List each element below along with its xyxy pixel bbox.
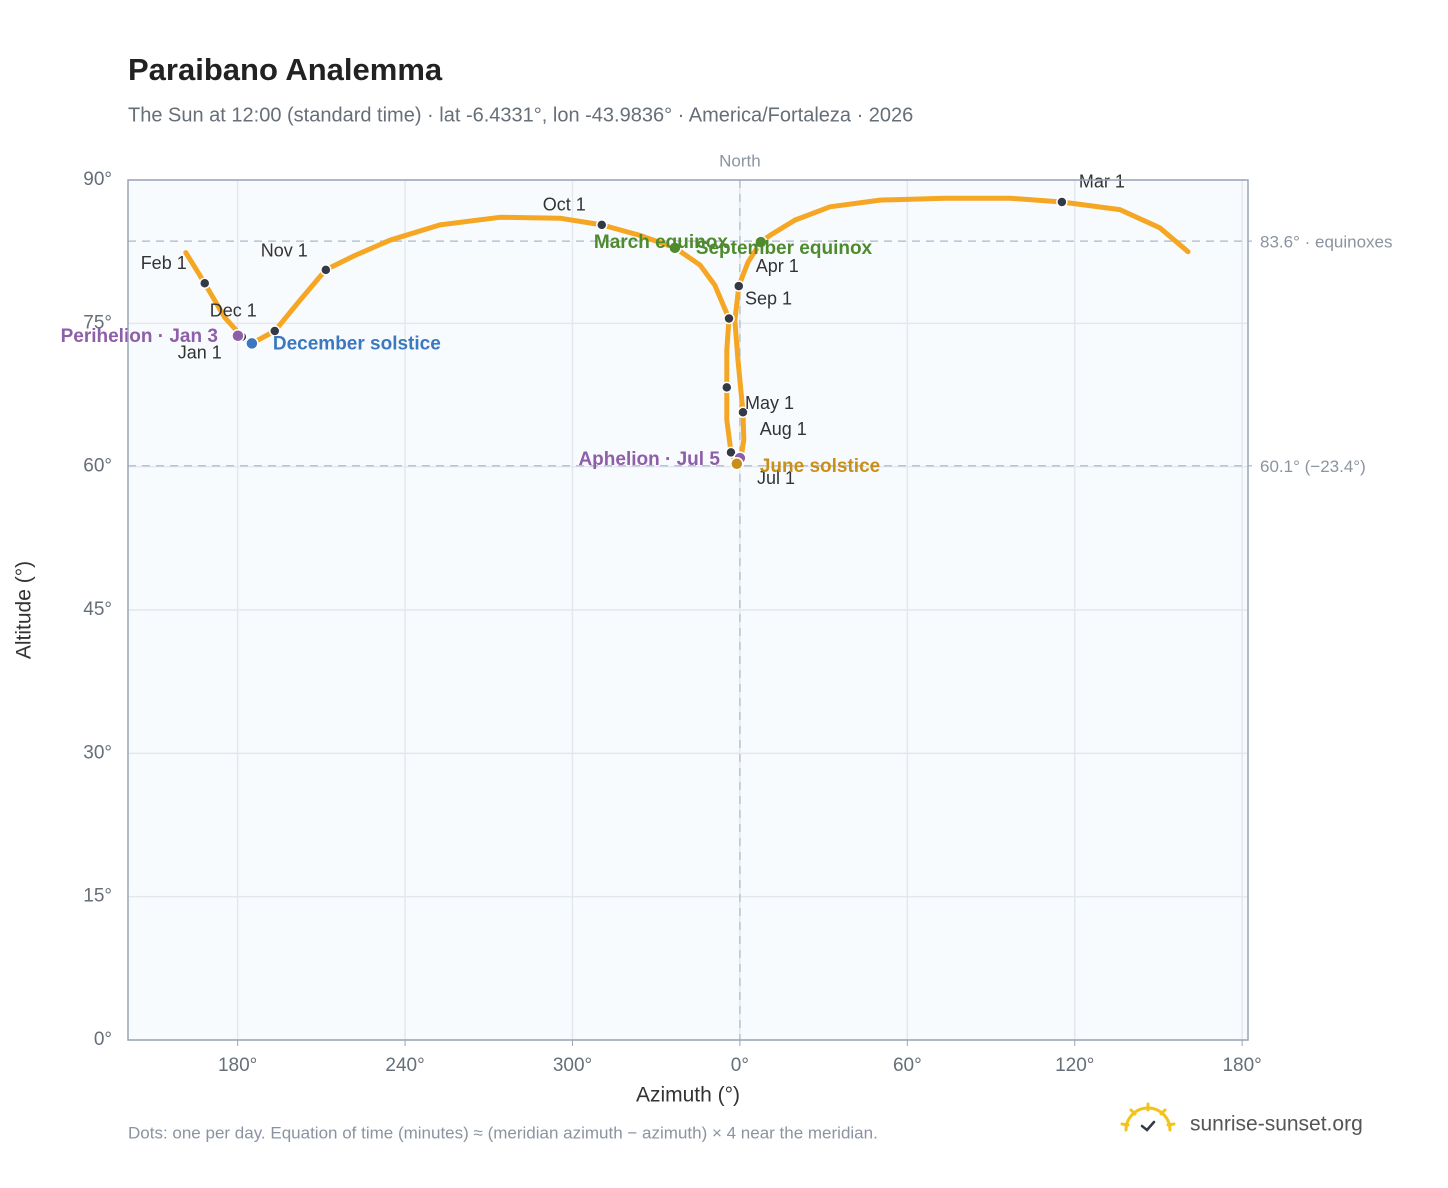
month-marker bbox=[198, 277, 211, 289]
month-marker bbox=[723, 312, 735, 325]
month-label: Apr 1 bbox=[756, 256, 799, 276]
footnote: Dots: one per day. Equation of time (min… bbox=[128, 1123, 878, 1142]
y-axis-label: Altitude (°) bbox=[13, 561, 36, 659]
month-label: Dec 1 bbox=[210, 301, 257, 321]
logo-icon bbox=[1120, 1102, 1176, 1132]
x-tick-label: 240° bbox=[385, 1055, 424, 1076]
source-logo-text: sunrise-sunset.org bbox=[1190, 1113, 1363, 1136]
x-tick-label: 180° bbox=[1222, 1055, 1261, 1076]
month-label: Mar 1 bbox=[1079, 172, 1125, 192]
north-label: North bbox=[719, 151, 761, 170]
event-label: Aphelion · Jul 5 bbox=[578, 449, 720, 470]
event-marker bbox=[668, 241, 682, 255]
month-label: Nov 1 bbox=[261, 241, 308, 261]
chart-title: Paraibano Analemma bbox=[128, 52, 443, 87]
plot-frame bbox=[127, 179, 1249, 1041]
month-label: Jul 1 bbox=[757, 468, 795, 488]
month-label: May 1 bbox=[745, 393, 794, 413]
event-label: December solstice bbox=[273, 333, 441, 354]
month-label: Feb 1 bbox=[141, 253, 187, 273]
event-marker bbox=[730, 457, 744, 471]
chart-subtitle: The Sun at 12:00 (standard time) · lat -… bbox=[128, 104, 913, 126]
event-marker bbox=[245, 336, 259, 351]
month-label: Oct 1 bbox=[543, 195, 586, 215]
x-tick-label: 60° bbox=[893, 1055, 922, 1076]
x-tick-label: 120° bbox=[1055, 1055, 1094, 1076]
event-label: September equinox bbox=[696, 238, 873, 259]
x-tick-label: 180° bbox=[218, 1055, 257, 1076]
y-tick-label: 75° bbox=[83, 312, 112, 333]
month-marker bbox=[737, 406, 749, 418]
month-label: Aug 1 bbox=[760, 419, 807, 439]
month-marker bbox=[733, 280, 745, 292]
month-marker bbox=[1056, 196, 1068, 208]
event-label: Perihelion · Jan 3 bbox=[61, 326, 218, 347]
month-marker bbox=[320, 264, 332, 276]
reference-label: 60.1° (−23.4°) bbox=[1260, 457, 1366, 476]
reference-label: 83.6° · equinoxes bbox=[1260, 233, 1393, 252]
x-axis-label: Azimuth (°) bbox=[636, 1084, 740, 1107]
y-tick-label: 15° bbox=[83, 886, 112, 907]
event-marker bbox=[754, 235, 768, 249]
month-label: Sep 1 bbox=[745, 288, 792, 308]
x-tick-label: 300° bbox=[553, 1055, 592, 1076]
x-tick-label: 0° bbox=[731, 1055, 749, 1076]
plot-layer: Jan 1 Feb 1 Mar 1 Apr 1 May 1 Jul 1 Aug 1 Sep 1… bbox=[61, 172, 1252, 1041]
y-tick-label: 60° bbox=[83, 456, 112, 477]
event-label: March equinox bbox=[594, 232, 729, 253]
month-marker bbox=[596, 219, 608, 231]
event-label: June solstice bbox=[760, 456, 880, 477]
y-tick-label: 0° bbox=[94, 1029, 112, 1050]
month-marker bbox=[721, 381, 733, 394]
y-tick-label: 45° bbox=[83, 599, 112, 620]
month-label: Jan 1 bbox=[178, 342, 222, 362]
y-tick-label: 30° bbox=[83, 742, 112, 763]
month-marker bbox=[269, 325, 281, 337]
event-marker bbox=[231, 329, 245, 343]
y-tick-label: 90° bbox=[83, 169, 112, 190]
month-marker bbox=[725, 446, 737, 459]
